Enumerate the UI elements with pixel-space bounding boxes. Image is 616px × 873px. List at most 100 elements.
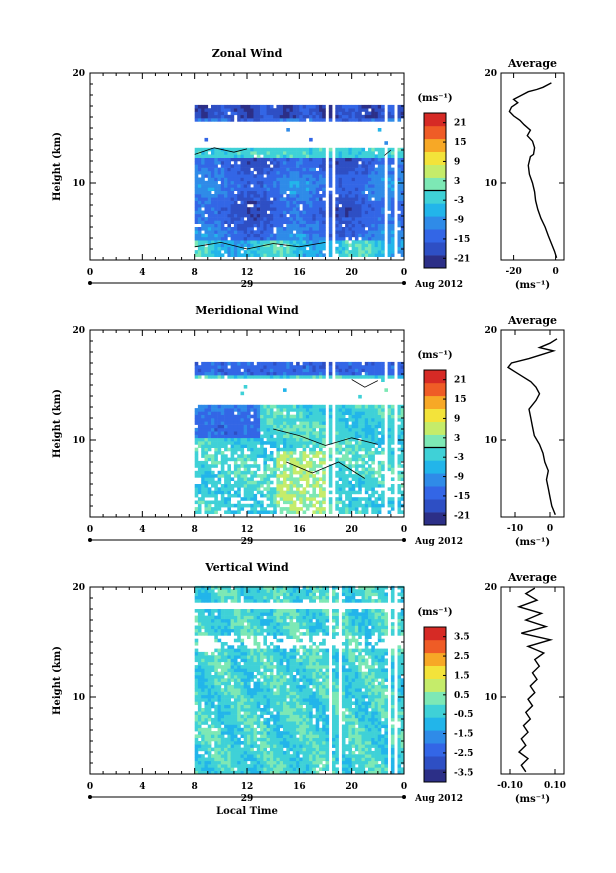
- heatmap-cell: [214, 661, 218, 666]
- heatmap-cell: [335, 217, 339, 221]
- heatmap-cell: [335, 174, 339, 178]
- heatmap-cell: [335, 213, 339, 218]
- heatmap-cell: [319, 174, 323, 178]
- heatmap-cell: [358, 253, 362, 257]
- heatmap-cell: [227, 418, 231, 422]
- heatmap-cell: [243, 230, 248, 234]
- heatmap-cell: [351, 368, 356, 373]
- heatmap-cell: [312, 174, 316, 178]
- heatmap-cell: [263, 368, 267, 373]
- heatmap-cell: [233, 474, 238, 478]
- heatmap-cell: [358, 230, 362, 234]
- heatmap-cell: [260, 213, 264, 218]
- heatmap-cell: [361, 114, 366, 119]
- heatmap-cell: [299, 424, 303, 429]
- heatmap-cell: [220, 704, 225, 709]
- heatmap-cell: [227, 197, 231, 201]
- heatmap-cell: [211, 164, 215, 168]
- heatmap-cell: [237, 447, 241, 452]
- heatmap-cell: [220, 665, 225, 669]
- heatmap-cell: [266, 177, 271, 182]
- heatmap-cell: [201, 615, 205, 620]
- heatmap-cell: [240, 233, 245, 238]
- heatmap-cell: [312, 454, 316, 458]
- heatmap-cell: [364, 424, 369, 429]
- heatmap-cell: [197, 688, 202, 692]
- heatmap-cell: [400, 421, 405, 425]
- heatmap-cell: [322, 190, 326, 195]
- heatmap-cell: [204, 467, 209, 472]
- heatmap-cell: [233, 447, 238, 452]
- heatmap-cell: [364, 474, 369, 478]
- heatmap-cell: [201, 681, 205, 686]
- heatmap-cell: [286, 361, 290, 366]
- heatmap-cell: [289, 500, 294, 505]
- heatmap-cell: [387, 467, 392, 472]
- heatmap-cell: [286, 114, 290, 119]
- heatmap-cell: [374, 451, 379, 455]
- heatmap-cell: [253, 507, 258, 511]
- heatmap-cell: [296, 424, 300, 429]
- heatmap-cell: [302, 371, 307, 376]
- heatmap-cell: [201, 592, 205, 597]
- heatmap-cell: [253, 246, 258, 251]
- heatmap-cell: [286, 365, 290, 369]
- heatmap-cell: [253, 418, 258, 422]
- heatmap-cell: [201, 414, 205, 419]
- heatmap-cell: [387, 500, 392, 505]
- heatmap-cell: [328, 223, 333, 228]
- heatmap-cell: [319, 447, 323, 452]
- heatmap-cell: [351, 375, 356, 379]
- heatmap-cell: [266, 157, 271, 162]
- heatmap-cell: [266, 490, 271, 495]
- heatmap-cell: [299, 411, 303, 415]
- heatmap-cell: [273, 170, 277, 175]
- heatmap-cell: [237, 444, 241, 448]
- heatmap-cell: [224, 213, 228, 218]
- heatmap-cell: [217, 157, 222, 162]
- heatmap-cell: [338, 180, 343, 185]
- heatmap-cell: [266, 246, 271, 251]
- heatmap-cell: [207, 167, 212, 172]
- heatmap-cell: [224, 246, 228, 251]
- heatmap-cell: [194, 648, 199, 653]
- heatmap-cell: [211, 595, 215, 600]
- heatmap-cell: [240, 164, 245, 168]
- heatmap-cell: [351, 421, 356, 425]
- heatmap-cell: [276, 431, 280, 435]
- heatmap-cell: [400, 447, 405, 452]
- heatmap-cell: [256, 118, 261, 122]
- heatmap-cell: [230, 250, 235, 254]
- heatmap-cell: [351, 434, 356, 439]
- heatmap-cell: [230, 170, 235, 175]
- heatmap-cell: [361, 431, 366, 435]
- heatmap-cell: [227, 177, 231, 182]
- heatmap-cell: [312, 154, 316, 158]
- heatmap-cell: [309, 154, 313, 158]
- heatmap-cell: [240, 151, 245, 155]
- heatmap-cell: [322, 454, 326, 458]
- heatmap-cell: [315, 184, 320, 188]
- heatmap-cell: [220, 361, 225, 366]
- heatmap-cell: [247, 161, 251, 165]
- heatmap-cell: [289, 477, 294, 481]
- heatmap-cell: [220, 177, 225, 182]
- heatmap-cell: [302, 493, 307, 498]
- heatmap-cell: [400, 490, 405, 495]
- heatmap-cell: [220, 464, 225, 468]
- heatmap-cell: [266, 203, 271, 208]
- heatmap-cell: [250, 503, 254, 508]
- heatmap-cell: [283, 361, 287, 366]
- heatmap-cell: [273, 194, 277, 198]
- heatmap-cell: [361, 457, 366, 462]
- heatmap-cell: [328, 170, 333, 175]
- heatmap-cell: [361, 187, 366, 191]
- heatmap-cell: [348, 447, 352, 452]
- heatmap-cell: [276, 437, 280, 442]
- heatmap-cell: [361, 441, 366, 445]
- heatmap-cell: [364, 368, 369, 373]
- heatmap-cell: [319, 236, 323, 241]
- heatmap-cell: [276, 161, 280, 165]
- heatmap-cell: [354, 230, 359, 234]
- heatmap-cell: [253, 368, 258, 373]
